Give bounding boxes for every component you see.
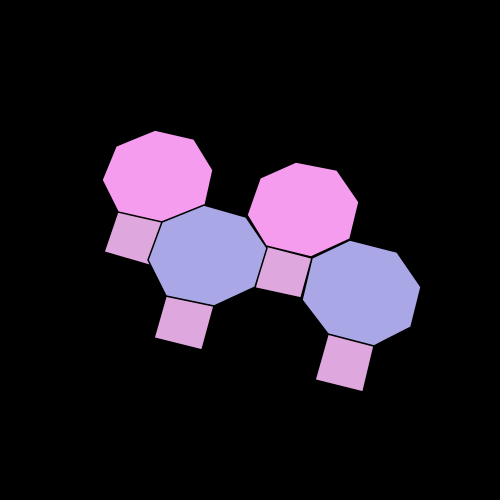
lavender-octagon-1 <box>147 204 268 307</box>
pink-octagon-2 <box>246 161 360 258</box>
lavender-octagon-2 <box>301 239 422 347</box>
